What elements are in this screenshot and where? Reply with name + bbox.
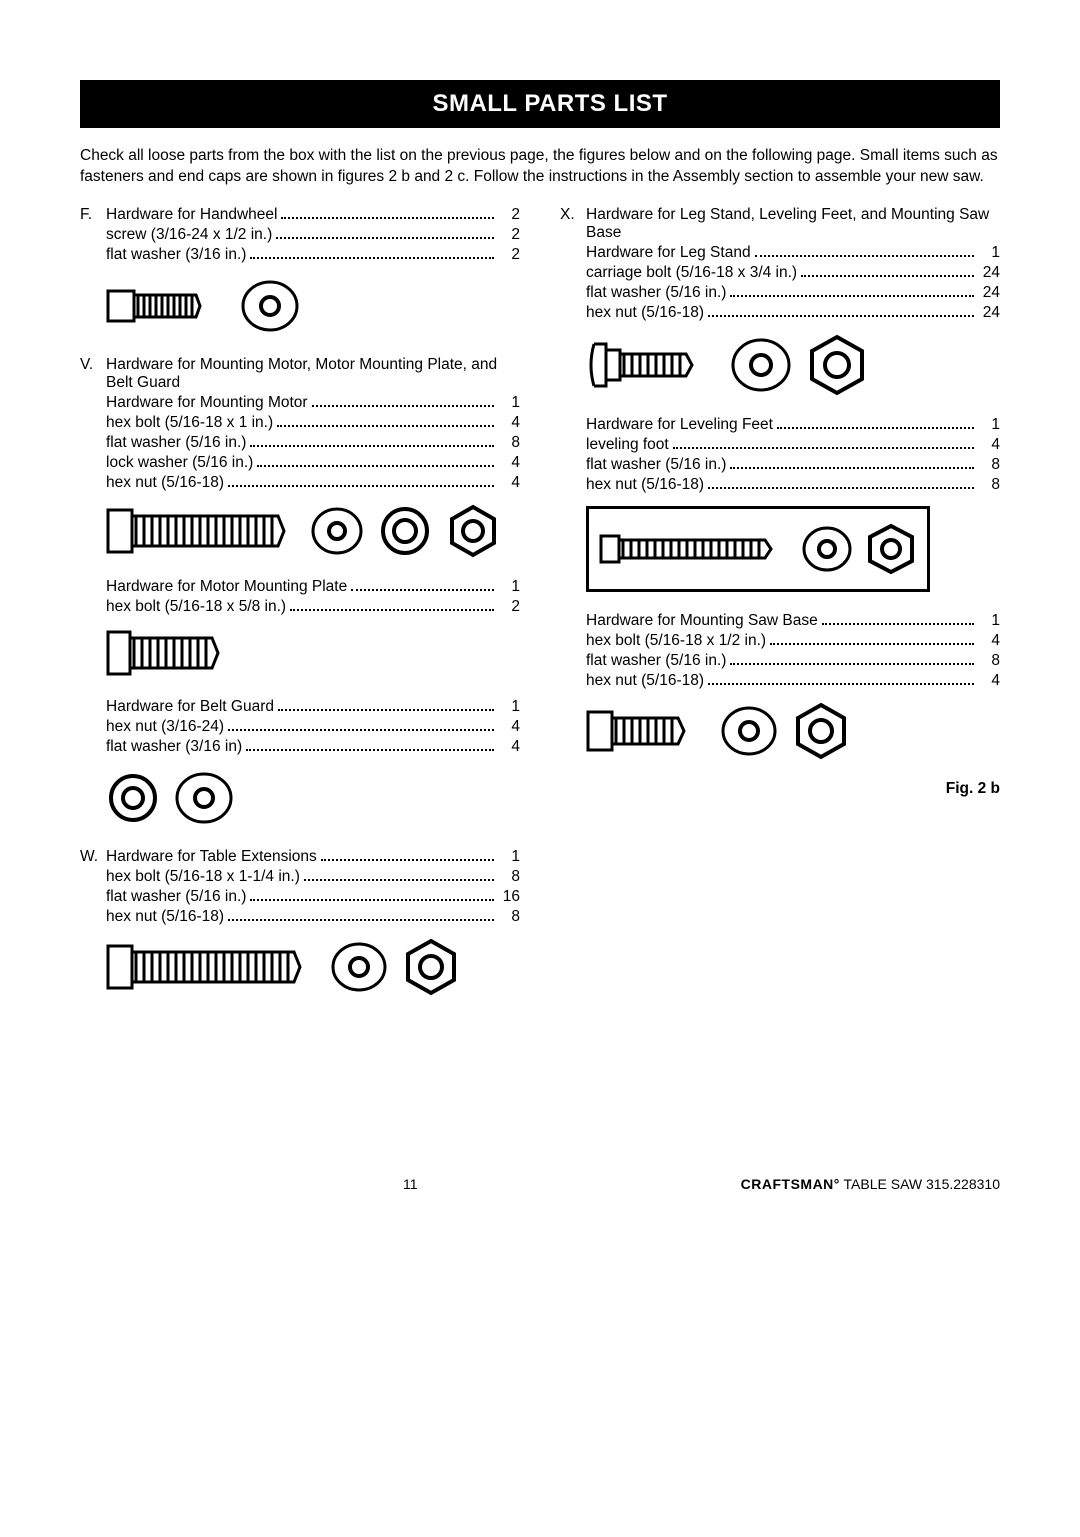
content-columns: F.Hardware for Handwheel 2 screw (3/16-2…	[80, 206, 1000, 1016]
list-item: hex bolt (5/16-18 x 1/2 in.)4	[586, 632, 1000, 650]
flat-washer-icon	[801, 523, 853, 575]
leveling-foot-icon	[599, 524, 789, 574]
list-item: Hardware for Mounting Saw Base1	[586, 612, 1000, 630]
flat-washer-icon	[730, 334, 792, 396]
list-item: lock washer (5/16 in.)4	[106, 454, 520, 472]
list-item: hex bolt (5/16-18 x 5/8 in.)2	[106, 598, 520, 616]
hex-bolt-long-icon	[106, 504, 296, 558]
figure-label: Fig. 2 b	[560, 780, 1000, 798]
list-item: flat washer (3/16 in.)2	[106, 246, 520, 264]
section-f: F.Hardware for Handwheel 2 screw (3/16-2…	[80, 206, 520, 336]
list-item: flat washer (5/16 in.)8	[586, 652, 1000, 670]
list-item: hex nut (5/16-18)8	[106, 908, 520, 926]
page-title-bar: SMALL PARTS LIST	[80, 80, 1000, 128]
list-item: flat washer (5/16 in.)24	[586, 284, 1000, 302]
flat-washer-icon	[240, 276, 300, 336]
hex-bolt-medium-icon	[106, 628, 236, 678]
figure-x1	[586, 334, 1000, 396]
list-item: flat washer (3/16 in)4	[106, 738, 520, 756]
list-item: screw (3/16-24 x 1/2 in.)2	[106, 226, 520, 244]
hex-nut-icon	[792, 702, 850, 760]
list-item: Hardware for Motor Mounting Plate1	[106, 578, 520, 596]
list-item: carriage bolt (5/16-18 x 3/4 in.)24	[586, 264, 1000, 282]
section-x: X. Hardware for Leg Stand, Leveling Feet…	[560, 206, 1000, 798]
figure-x2	[586, 506, 1000, 592]
figure-x3	[586, 702, 1000, 760]
list-item: hex nut (5/16-18)4	[586, 672, 1000, 690]
list-item: hex bolt (5/16-18 x 1-1/4 in.)8	[106, 868, 520, 886]
flat-washer-icon	[330, 938, 388, 996]
carriage-bolt-icon	[586, 336, 716, 394]
flat-washer-icon	[310, 504, 364, 558]
footer-model: CRAFTSMAN° TABLE SAW 315.228310	[741, 1176, 1000, 1192]
figure-v2	[106, 628, 520, 678]
list-item: Hardware for Leg Stand1	[586, 244, 1000, 262]
flat-washer-icon	[174, 768, 234, 828]
page-number: 11	[403, 1176, 418, 1192]
hex-bolt-short-icon	[586, 706, 706, 756]
list-item: hex bolt (5/16-18 x 1 in.)4	[106, 414, 520, 432]
page-title: SMALL PARTS LIST	[432, 90, 667, 117]
figure-v3	[106, 768, 520, 828]
list-item: hex nut (5/16-18)4	[106, 474, 520, 492]
leveling-foot-box	[586, 506, 930, 592]
section-v-heading: V. Hardware for Mounting Motor, Motor Mo…	[80, 356, 520, 392]
list-item: hex nut (5/16-18)8	[586, 476, 1000, 494]
section-w: W.Hardware for Table Extensions 1 hex bo…	[80, 848, 520, 996]
lock-washer-icon	[378, 504, 432, 558]
section-w-heading: W.Hardware for Table Extensions 1	[80, 848, 520, 866]
section-v: V. Hardware for Mounting Motor, Motor Mo…	[80, 356, 520, 828]
hex-nut-icon	[865, 523, 917, 575]
page-footer: 11 CRAFTSMAN° TABLE SAW 315.228310	[80, 1176, 1000, 1192]
list-item: hex nut (3/16-24)4	[106, 718, 520, 736]
list-item: flat washer (5/16 in.)8	[106, 434, 520, 452]
right-column: X. Hardware for Leg Stand, Leveling Feet…	[560, 206, 1000, 1016]
hex-bolt-short-icon	[106, 283, 226, 329]
hex-nut-icon	[446, 504, 500, 558]
list-item: Hardware for Belt Guard1	[106, 698, 520, 716]
list-item: Hardware for Leveling Feet1	[586, 416, 1000, 434]
list-item: flat washer (5/16 in.)8	[586, 456, 1000, 474]
lock-washer-icon	[106, 771, 160, 825]
figure-w	[106, 938, 520, 996]
list-item: hex nut (5/16-18)24	[586, 304, 1000, 322]
list-item: Hardware for Mounting Motor1	[106, 394, 520, 412]
list-item: flat washer (5/16 in.)16	[106, 888, 520, 906]
left-column: F.Hardware for Handwheel 2 screw (3/16-2…	[80, 206, 520, 1016]
figure-f	[106, 276, 520, 336]
section-x-heading: X. Hardware for Leg Stand, Leveling Feet…	[560, 206, 1000, 242]
section-f-heading: F.Hardware for Handwheel 2	[80, 206, 520, 224]
hex-nut-icon	[806, 334, 868, 396]
flat-washer-icon	[720, 702, 778, 760]
hex-bolt-xlong-icon	[106, 940, 316, 994]
list-item: leveling foot4	[586, 436, 1000, 454]
intro-paragraph: Check all loose parts from the box with …	[80, 146, 1000, 188]
hex-nut-icon	[402, 938, 460, 996]
figure-v1	[106, 504, 520, 558]
